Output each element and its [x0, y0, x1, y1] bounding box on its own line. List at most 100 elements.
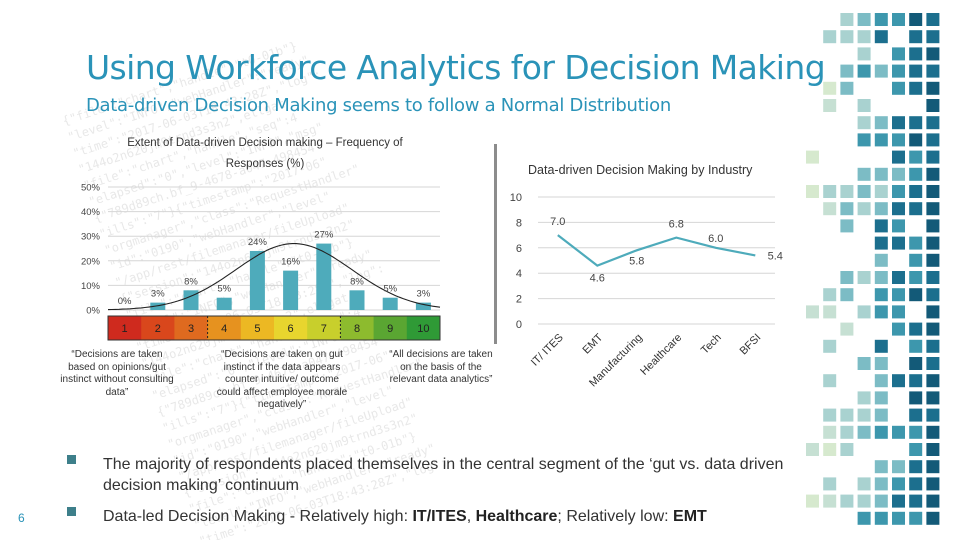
mosaic-tile: [874, 116, 888, 130]
chart-divider: [494, 144, 497, 344]
scale-segment: [340, 316, 375, 340]
mosaic-tile: [926, 391, 940, 405]
y-tick-label: 2: [516, 294, 522, 306]
industry-line: [557, 234, 756, 267]
chart2-title: Data-driven Decision Making by Industry: [528, 163, 753, 177]
mosaic-tile: [823, 30, 837, 44]
mosaic-tile: [909, 511, 923, 525]
mosaic-tile: [857, 47, 871, 61]
x-category-label: 3: [188, 323, 194, 335]
mosaic-tile: [840, 408, 854, 422]
mosaic-tile: [892, 13, 905, 26]
mosaic-tile: [909, 236, 923, 250]
mosaic-tile: [874, 167, 888, 181]
industry-highlight-emt: EMT: [673, 508, 707, 525]
mosaic-tile: [874, 64, 888, 78]
bar-value-label: 8%: [184, 276, 198, 287]
mosaic-tile: [874, 408, 888, 422]
x-category-label: EMT: [580, 331, 605, 356]
scale-segment: [307, 316, 341, 340]
mosaic-tile: [857, 64, 871, 78]
mosaic-tile: [926, 13, 940, 26]
mosaic-tile: [892, 150, 905, 164]
mosaic-tile: [909, 167, 923, 181]
point-value-label: 6.0: [708, 233, 723, 245]
mosaic-tile: [857, 477, 871, 491]
point-value-label: 7.0: [550, 216, 565, 228]
mosaic-tile: [926, 47, 940, 61]
mosaic-tile: [909, 116, 923, 130]
mosaic-tile: [892, 511, 905, 525]
x-category-label: Healthcare: [638, 332, 684, 378]
mosaic-tile: [892, 305, 905, 319]
mosaic-tile: [874, 305, 888, 319]
mosaic-tile: [909, 443, 923, 456]
mosaic-tile: [909, 47, 923, 61]
mosaic-tile: [840, 30, 854, 44]
point-value-label: 5.4: [768, 250, 783, 262]
bar-value-label: 8%: [350, 276, 364, 287]
y-tick-label: 0: [516, 319, 522, 331]
mosaic-tile: [874, 494, 888, 508]
annotation-data-analytics: “All decisions are taken on the basis of…: [389, 349, 493, 385]
bar-value-label: 3%: [417, 289, 431, 300]
mosaic-tile: [823, 425, 837, 439]
bullet-text-2: Data-led Decision Making - Relatively hi…: [103, 508, 707, 525]
mosaic-tile: [840, 64, 854, 78]
mosaic-tile: [909, 477, 923, 491]
mosaic-tile: [823, 81, 837, 95]
mosaic-tile: [874, 339, 888, 353]
mosaic-tile: [892, 322, 905, 336]
mosaic-tile: [926, 494, 940, 508]
mosaic-tile: [806, 150, 819, 164]
scale-border: [107, 315, 441, 341]
mosaic-tile: [823, 443, 837, 456]
mosaic-tile: [892, 236, 905, 250]
mosaic-tile: [874, 425, 888, 439]
y-tick-label: 10: [510, 192, 522, 204]
annotation-counter-intuitive: “Decisions are taken on gut instinct if …: [216, 349, 348, 410]
mosaic-tile: [823, 305, 837, 319]
x-category-label: 10: [417, 323, 429, 335]
mosaic-tile: [823, 185, 837, 198]
mosaic-tile: [806, 185, 819, 198]
mosaic-tile: [926, 81, 940, 95]
mosaic-tile: [806, 305, 819, 319]
bar-value-label: 3%: [151, 289, 165, 300]
y-tick-label: 20%: [81, 256, 101, 267]
mosaic-tile: [840, 322, 854, 336]
mosaic-tile: [874, 477, 888, 491]
industry-highlight-it: IT/ITES: [412, 508, 467, 525]
chart1-title: Extent of Data-driven Decision making – …: [127, 137, 403, 170]
mosaic-tile: [874, 202, 888, 216]
mosaic-tile: [926, 167, 940, 181]
mosaic-tile: [857, 494, 871, 508]
mosaic-tile: [909, 374, 923, 388]
mosaic-tile: [909, 391, 923, 405]
mosaic-tile: [857, 13, 871, 26]
mosaic-tile: [874, 133, 888, 147]
mosaic-tile: [909, 460, 923, 474]
mosaic-tile: [857, 167, 871, 181]
bar-value-label: 5%: [217, 284, 231, 295]
mosaic-tile: [840, 219, 854, 233]
mosaic-tile: [926, 443, 940, 456]
mosaic-tile: [909, 202, 923, 216]
x-category-label: 1: [122, 323, 128, 335]
mosaic-tile: [926, 64, 940, 78]
mosaic-tile: [823, 99, 837, 112]
mosaic-tile: [926, 219, 940, 233]
bar-value-label: 0%: [118, 296, 132, 307]
mosaic-tile: [840, 81, 854, 95]
mosaic-tile: [823, 408, 837, 422]
mosaic-tile: [874, 219, 888, 233]
mosaic-tile: [857, 357, 871, 370]
mosaic-tile: [874, 288, 888, 302]
mosaic-tile: [926, 425, 940, 439]
mosaic-tile: [857, 99, 871, 112]
mosaic-tile: [926, 374, 940, 388]
mosaic-tile: [909, 64, 923, 78]
mosaic-tile: [926, 288, 940, 302]
mosaic-tile: [926, 477, 940, 491]
mosaic-tile: [857, 305, 871, 319]
